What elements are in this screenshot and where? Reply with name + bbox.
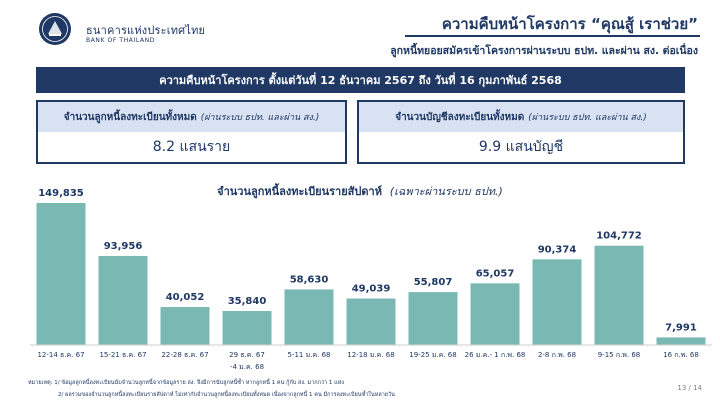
x-tick-label-0: 12-14 ธ.ค. 67 [37,351,84,359]
page-title: ความคืบหน้าโครงการ “คุณสู้ เราช่วย” [441,15,698,33]
bar-4 [284,289,334,345]
title-divider [405,35,700,37]
data-label-1: 93,956 [104,241,143,252]
card-header: จำนวนบัญชีลงทะเบียนทั้งหมด (ผ่านระบบ ธปท… [359,102,683,132]
data-label-6: 55,807 [414,277,453,288]
data-label-9: 104,772 [596,231,642,242]
period-banner: ความคืบหน้าโครงการ ตั้งแต่วันที่ 12 ธันว… [36,67,685,93]
bar-8 [532,259,582,345]
data-label-4: 58,630 [290,274,329,285]
debtor-count-card: จำนวนลูกหนี้ลงทะเบียนทั้งหมด (ผ่านระบบ ธ… [36,100,347,164]
x-tick-label-5: 12-18 ม.ค. 68 [347,351,394,359]
data-label-0: 149,835 [38,188,84,199]
bar-2 [160,307,210,345]
data-label-3: 35,840 [228,296,267,307]
card-header: จำนวนลูกหนี้ลงทะเบียนทั้งหมด (ผ่านระบบ ธ… [38,102,345,132]
bar-3 [222,311,272,345]
card-value: 9.9 แสนบัญชี [478,139,564,155]
data-label-5: 49,039 [352,284,391,295]
x-tick-label-2: 22-28 ธ.ค. 67 [161,351,208,359]
bank-name-thai: ธนาคารแห่งประเทศไทย [86,24,206,37]
x-tick-label-3: 29 ธ.ค. 67 [229,351,265,359]
page-subtitle: ลูกหนี้ทยอยสมัครเข้าโครงการผ่านระบบ ธปท.… [390,45,698,57]
bank-of-thailand-logo-icon [39,13,71,45]
chart-title: จำนวนลูกหนี้ลงทะเบียนรายสัปดาห์ (เฉพาะผ่… [0,182,720,200]
x-tick-label-3-line2: -4 ม.ค. 68 [230,363,264,371]
footnote-2: 2/ ผลรวมของจำนวนลูกหนี้ลงทะเบียนรายสัปดา… [58,392,395,398]
bar-5 [346,298,396,345]
data-label-10: 7,991 [665,322,697,333]
bar-10 [656,337,706,345]
data-label-2: 40,052 [166,292,205,303]
data-label-8: 90,374 [538,244,577,255]
bar-1 [98,255,148,345]
page-number: 13 / 14 [677,384,702,392]
x-tick-label-9: 9-15 ก.พ. 68 [598,351,641,359]
card-title-note: (ผ่านระบบ ธปท. และผ่าน สง.) [528,113,647,123]
chart-title-note: (เฉพาะผ่านระบบ ธปท.) [389,185,503,198]
data-label-7: 65,057 [476,268,515,279]
card-title: จำนวนลูกหนี้ลงทะเบียนทั้งหมด [63,111,197,123]
bar-7 [470,283,520,345]
x-tick-label-1: 15-21 ธ.ค. 67 [99,351,146,359]
account-count-card: จำนวนบัญชีลงทะเบียนทั้งหมด (ผ่านระบบ ธปท… [357,100,685,164]
chart-title-text: จำนวนลูกหนี้ลงทะเบียนรายสัปดาห์ [217,185,382,198]
card-title: จำนวนบัญชีลงทะเบียนทั้งหมด [395,111,525,123]
bar-6 [408,292,458,345]
footnote-1: หมายเหตุ: 1/ ข้อมูลลูกหนี้ลงทะเบียนนับจำ… [28,380,344,386]
x-tick-label-7: 26 ม.ค.- 1 ก.พ. 68 [465,351,526,359]
x-tick-label-4: 5-11 ม.ค. 68 [288,351,331,359]
card-value: 8.2 แสนราย [152,139,231,155]
bank-name-english: BANK OF THAILAND [86,37,155,44]
x-tick-label-10: 16 ก.พ. 68 [663,351,699,359]
card-title-note: (ผ่านระบบ ธปท. และผ่าน สง.) [200,113,320,123]
bar-0 [36,203,86,345]
x-tick-label-6: 19-25 ม.ค. 68 [409,351,456,359]
x-tick-label-8: 2-8 ก.พ. 68 [538,351,576,359]
bar-9 [594,245,644,345]
